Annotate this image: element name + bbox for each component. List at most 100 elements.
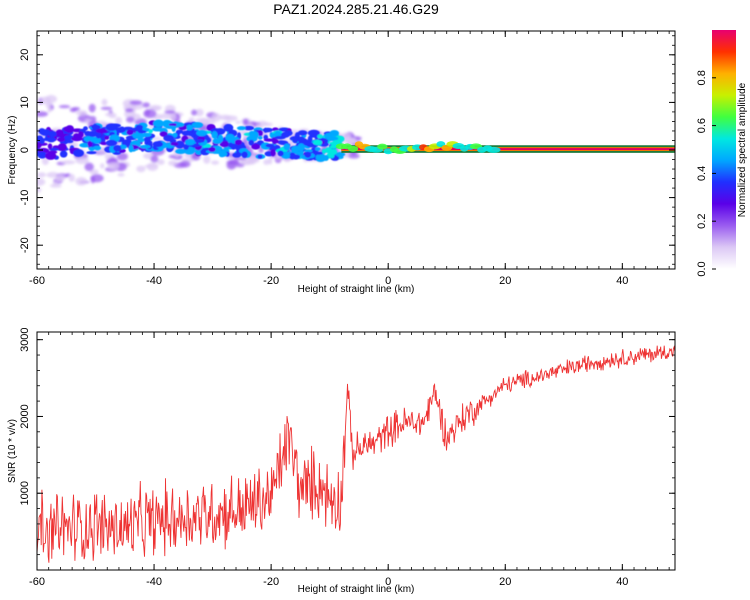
heatmap-cell: [58, 105, 71, 109]
heatmap-cell: [37, 187, 42, 193]
heatmap-cell: [329, 129, 340, 137]
heatmap-cell: [117, 173, 125, 177]
colorbar-tick-label: 0.0: [696, 261, 708, 276]
snr-chart: -60 -40 -20 0 20 40 1000 2000 3000 Height of st…: [7, 327, 676, 595]
heatmap-cell: [242, 118, 249, 126]
heatmap-cell: [41, 157, 49, 166]
heatmap-cell: [224, 115, 238, 122]
heatmap-cell: [297, 130, 308, 136]
heatmap-cell: [131, 127, 143, 132]
heatmap-cell: [270, 149, 276, 157]
heatmap-cell: [184, 138, 196, 146]
heatmap-cell: [181, 130, 191, 136]
spectrogram-y-tick-label: 10: [19, 96, 31, 108]
heatmap-cell: [101, 98, 108, 106]
spectrogram-x-tick-label: -40: [146, 275, 162, 287]
heatmap-cell: [257, 135, 263, 140]
heatmap-cell: [152, 127, 163, 132]
heatmap-band: [37, 119, 346, 163]
heatmap-cell: [143, 137, 151, 142]
heatmap-cell: [55, 129, 64, 137]
heatmap-cell: [132, 133, 143, 139]
heatmap-cell: [304, 151, 312, 158]
spectrogram-x-tick-label: 20: [499, 275, 511, 287]
spectrogram-y-tick-label: -10: [19, 190, 31, 206]
heatmap-cell: [129, 100, 143, 106]
heatmap-cell: [93, 145, 102, 151]
heatmap-cell: [105, 139, 118, 147]
heatmap-cell: [248, 130, 256, 137]
heatmap-cell: [162, 119, 173, 128]
heatmap-cell: [44, 154, 56, 158]
heatmap-cell: [71, 136, 83, 142]
heatmap-cell: [156, 159, 165, 165]
heatmap-cell: [289, 152, 296, 160]
heatmap-cell: [235, 120, 242, 124]
spectrogram-x-tick-label: 0: [385, 275, 391, 287]
snr-plot-frame: [36, 331, 676, 571]
spectrogram-x-tick-label: -60: [29, 275, 45, 287]
heatmap-cell: [116, 152, 128, 161]
snr-y-axis: 1000 2000 3000: [19, 327, 675, 571]
heatmap-cell: [226, 160, 240, 165]
heatmap-cell: [292, 136, 299, 144]
colorbar: 0.0 0.2 0.4 0.6 0.8 Normalized spectral ampl…: [696, 30, 748, 277]
heatmap-cell: [263, 159, 270, 166]
colorbar-label: Normalized spectral amplitude: [737, 82, 748, 217]
heatmap-cell: [95, 128, 108, 134]
heatmap-cell: [164, 110, 176, 114]
spectrogram-x-tick-label: 40: [616, 275, 628, 287]
snr-series: [37, 345, 675, 563]
heatmap-cell: [195, 108, 204, 117]
heatmap-carrier: [335, 141, 675, 155]
heatmap-cell: [37, 141, 42, 149]
heatmap-cell: [183, 143, 189, 150]
heatmap-cell: [330, 148, 338, 155]
snr-x-axis: -60 -40 -20 0 20 40: [29, 332, 670, 588]
heatmap-cell: [123, 126, 133, 131]
heatmap-cell: [172, 132, 178, 138]
heatmap-cell: [168, 160, 178, 167]
spectrogram-y-tick-label: -20: [19, 237, 31, 253]
heatmap-cell: [263, 127, 268, 133]
heatmap-cell: [119, 126, 125, 131]
heatmap-cell: [37, 172, 47, 178]
spectrogram-x-axis: -60 -40 -20 0 20 40: [29, 31, 670, 287]
heatmap-cell: [337, 151, 344, 158]
heatmap-cell: [377, 143, 388, 150]
heatmap-cell: [37, 151, 47, 159]
heatmap-cell: [342, 137, 357, 141]
snr-x-tick-label: -40: [146, 576, 162, 588]
heatmap-cell: [257, 129, 263, 137]
heatmap-cell: [218, 152, 226, 158]
heatmap-cell: [217, 134, 224, 143]
heatmap-cell: [142, 132, 152, 137]
heatmap-cell: [136, 165, 146, 173]
heatmap-cell: [65, 139, 74, 144]
heatmap-cell: [175, 140, 185, 149]
heatmap-cell: [297, 143, 305, 152]
heatmap-cell: [148, 129, 153, 134]
heatmap-cell: [251, 143, 261, 150]
heatmap-cell: [314, 147, 321, 151]
heatmap-cell: [57, 143, 67, 151]
heatmap-cell: [164, 104, 176, 113]
heatmap-cell: [191, 121, 204, 129]
heatmap-cell: [126, 116, 135, 123]
heatmap-cell: [92, 123, 98, 132]
heatmap-cell: [265, 143, 275, 148]
snr-x-axis-label: Height of straight line (km): [298, 584, 415, 595]
heatmap-cell: [152, 141, 164, 148]
colorbar-axis: 0.0 0.2 0.4 0.6 0.8: [696, 70, 716, 277]
colorbar-tick-label: 0.8: [696, 70, 708, 85]
heatmap-cell: [128, 144, 134, 153]
spectrogram-chart: -60 -40 -20 0 20 40 -20 -10 0 10 20 Height of str…: [7, 30, 676, 295]
heatmap-cell: [39, 96, 52, 105]
heatmap-cell: [232, 152, 242, 158]
heatmap-cell: [211, 112, 222, 122]
heatmap-cell: [341, 148, 675, 150]
heatmap-cell: [277, 150, 284, 157]
heatmap-cell: [307, 135, 313, 143]
heatmap-cell: [322, 154, 329, 161]
heatmap-cell: [79, 142, 90, 148]
